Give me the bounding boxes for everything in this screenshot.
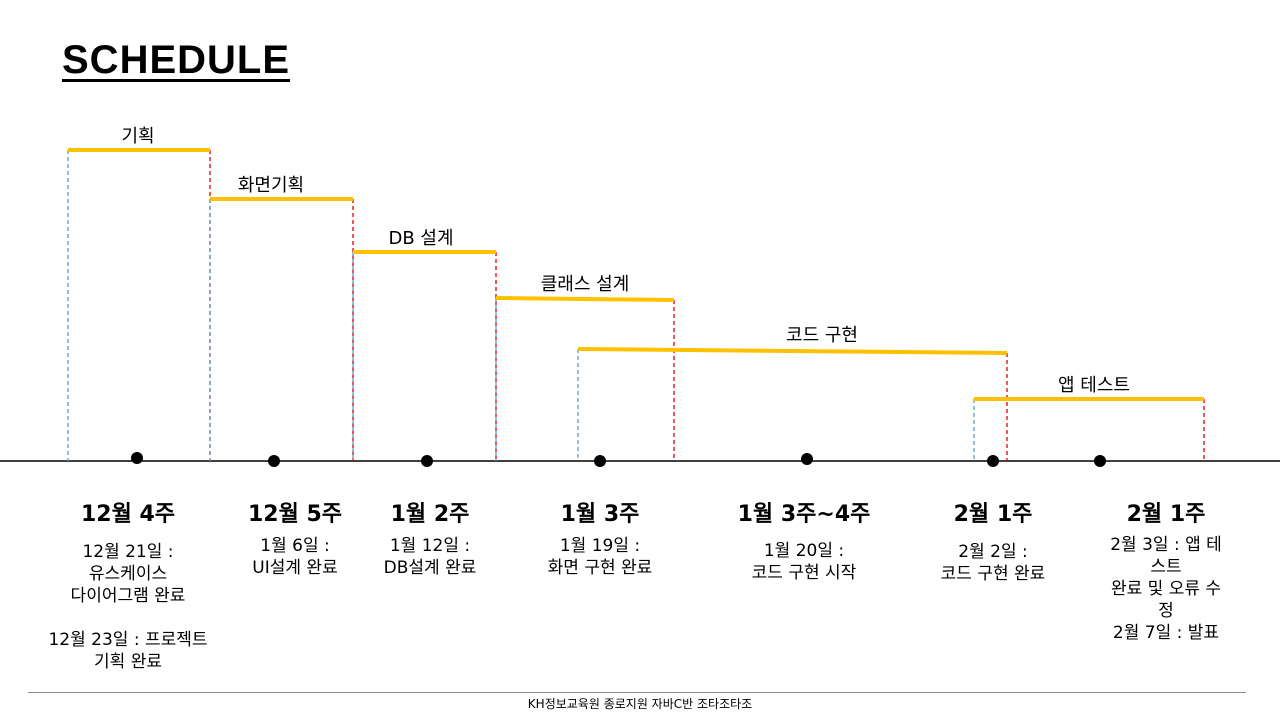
phase-4: 클래스 설계 bbox=[495, 274, 675, 461]
week-label: 2월 1주 bbox=[1126, 502, 1206, 527]
phase-label: 앱 테스트 bbox=[1058, 375, 1130, 396]
phase-label: 코드 구현 bbox=[786, 325, 858, 346]
phase-6: 앱 테스트 bbox=[973, 375, 1205, 461]
week-label: 2월 1주 bbox=[953, 502, 1033, 527]
milestone-dot bbox=[1094, 455, 1106, 467]
milestone-dot bbox=[987, 455, 999, 467]
week-label: 1월 3주~4주 bbox=[737, 502, 871, 527]
week-label: 12월 4주 bbox=[80, 502, 176, 527]
milestone-dot bbox=[421, 455, 433, 467]
phase-bar bbox=[495, 296, 675, 302]
week-description: 1월 20일 : 코드 구현 시작 bbox=[751, 541, 857, 583]
week-description: 12월 21일 : 유스케이스 다이어그램 완료 12월 23일 : 프로젝트 … bbox=[48, 542, 208, 672]
footer-text: KH정보교육원 종로지원 자바C반 조타조타조 bbox=[527, 697, 753, 711]
phase-3: DB 설계 bbox=[352, 228, 497, 461]
phase-label: 클래스 설계 bbox=[541, 274, 630, 295]
footer-divider bbox=[28, 692, 1246, 693]
week-description: 1월 12일 : DB설계 완료 bbox=[383, 536, 477, 578]
milestone-dot bbox=[268, 455, 280, 467]
milestone-dot bbox=[131, 452, 143, 464]
phase-label: 기획 bbox=[121, 126, 154, 147]
week-label: 1월 3주 bbox=[560, 502, 640, 527]
week-description: 1월 6일 : UI설계 완료 bbox=[252, 536, 338, 578]
week-label: 1월 2주 bbox=[390, 502, 470, 527]
week-description: 2월 2일 : 코드 구현 완료 bbox=[940, 542, 1046, 584]
phase-5: 코드 구현 bbox=[577, 325, 1008, 461]
phase-2: 화면기획 bbox=[209, 175, 354, 461]
phase-label: DB 설계 bbox=[388, 228, 453, 249]
page-title: SCHEDULE bbox=[62, 38, 291, 82]
milestone-dot bbox=[594, 455, 606, 467]
phase-label: 화면기획 bbox=[238, 175, 304, 196]
milestone-dot bbox=[801, 453, 813, 465]
week-description: 1월 19일 : 화면 구현 완료 bbox=[547, 536, 653, 578]
phase-1: 기획 bbox=[67, 126, 211, 461]
phase-bar bbox=[577, 347, 1008, 355]
week-label: 12월 5주 bbox=[247, 502, 343, 527]
week-description: 2월 3일 : 앱 테스트 완료 및 오류 수정 2월 7일 : 발표 bbox=[1110, 535, 1222, 643]
